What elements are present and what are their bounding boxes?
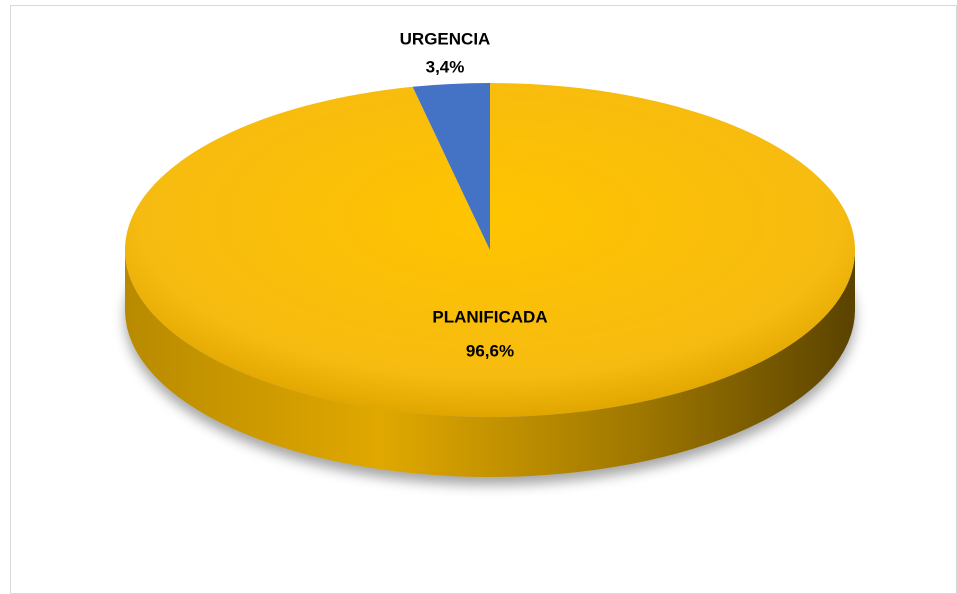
pie-slice [125,83,856,417]
pie-side [125,250,855,477]
slice-label: PLANIFICADA [432,307,547,326]
value-label: 3,4% [426,57,465,76]
pie-slice [412,83,490,250]
slice-label: URGENCIA [400,29,491,48]
value-label: 96,6% [466,341,514,360]
